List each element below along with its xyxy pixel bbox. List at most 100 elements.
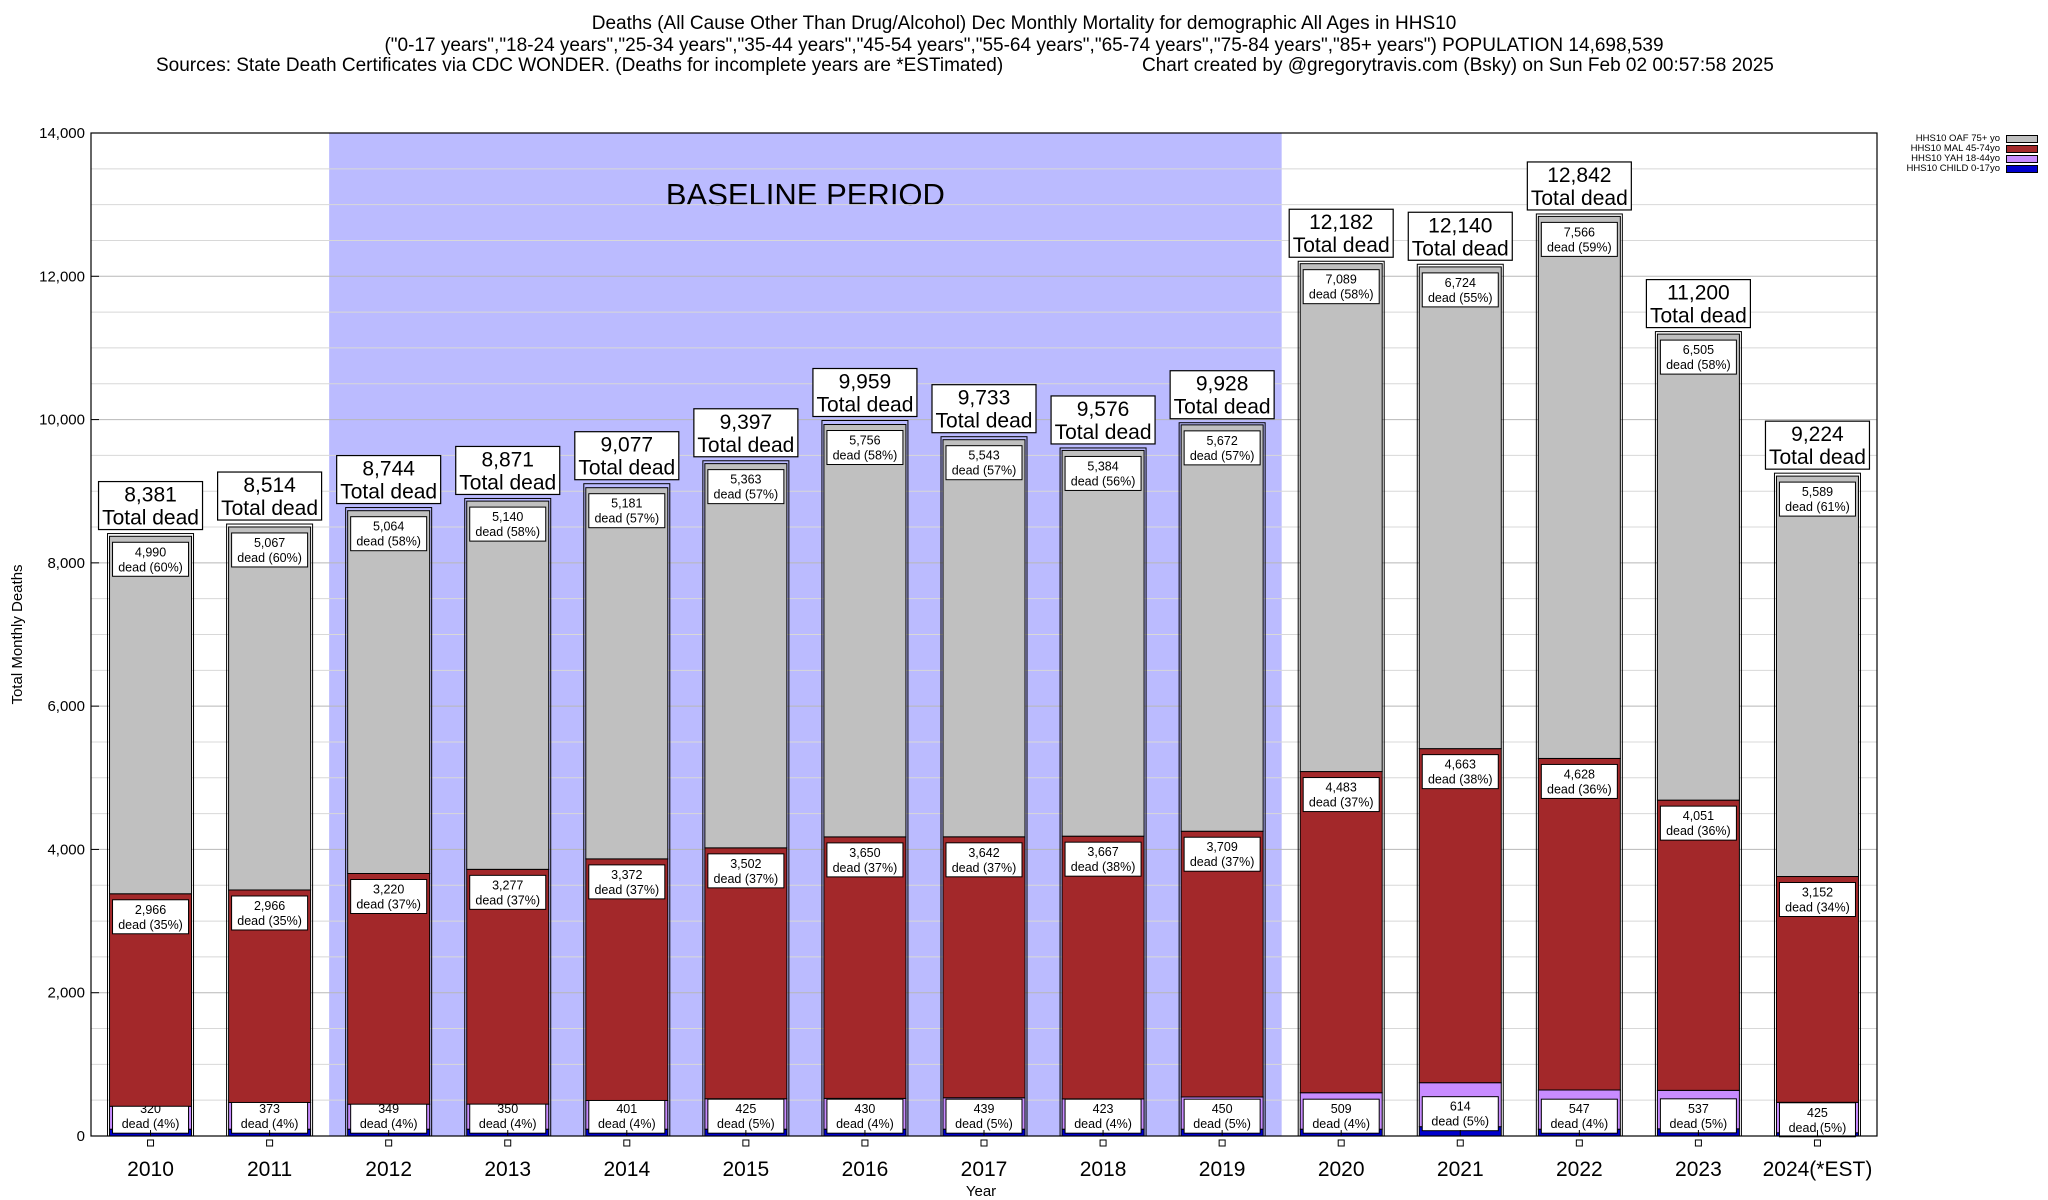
bar-segment: [1537, 215, 1621, 759]
legend-label: HHS10 CHILD 0-17yo: [1906, 163, 2000, 174]
segment-percent-label: dead (57%): [1190, 449, 1255, 463]
segment-label-box: [1778, 882, 1856, 918]
segment-label-box: [945, 842, 1023, 878]
total-suffix-label: Total dead: [578, 457, 675, 480]
x-tick-label: 2018: [1080, 1158, 1127, 1181]
x-tick-label: 2017: [961, 1158, 1008, 1181]
total-label-box: [812, 367, 918, 418]
segment-percent-label: dead (37%): [1190, 855, 1255, 869]
segment-percent-label: dead (60%): [237, 551, 302, 565]
segment-percent-label: dead (4%): [1074, 1117, 1132, 1131]
segment-label-box: [350, 516, 428, 552]
segment-label-box: [1302, 777, 1380, 813]
total-value-label: 9,224: [1791, 423, 1844, 446]
bar-marker: [1099, 1139, 1107, 1147]
segment-percent-label: dead (34%): [1785, 901, 1850, 915]
total-suffix-label: Total dead: [1531, 187, 1628, 210]
total-label-box: [574, 431, 680, 481]
segment-value-label: 5,543: [968, 449, 999, 463]
total-value-label: 12,140: [1428, 214, 1492, 237]
bar-segment: [1180, 830, 1264, 1098]
total-label-box: [1288, 208, 1394, 258]
segment-value-label: 3,152: [1802, 886, 1833, 900]
bar-segment: [466, 500, 550, 870]
bar-segment: [942, 836, 1026, 1099]
bar-segment: [109, 535, 193, 895]
segment-percent-label: dead (5%): [1670, 1117, 1728, 1131]
bar-marker: [1694, 1139, 1702, 1147]
segment-percent-label: dead (58%): [1309, 288, 1374, 302]
x-tick-label: 2011: [247, 1158, 292, 1181]
legend-item: HHS10 YAH 18-44yo: [1880, 153, 2038, 164]
segment-value-label: 450: [1212, 1102, 1233, 1116]
segment-percent-label: dead (5%): [1193, 1117, 1251, 1131]
segment-label-box: [1659, 1098, 1737, 1134]
segment-percent-label: dead (37%): [594, 883, 659, 897]
segment-value-label: 509: [1331, 1102, 1352, 1116]
total-value-label: 8,381: [124, 484, 177, 507]
bar-segment: [823, 424, 907, 838]
segment-percent-label: dead (4%): [1550, 1117, 1608, 1131]
segment-value-label: 425: [1807, 1106, 1828, 1120]
segment-percent-label: dead (61%): [1785, 500, 1850, 514]
total-label-box: [1645, 279, 1752, 329]
segment-percent-label: dead (4%): [122, 1117, 180, 1131]
total-label-box: [455, 445, 561, 496]
y-axis-label: Total Monthly Deaths: [9, 564, 26, 704]
segment-percent-label: dead (60%): [118, 560, 183, 574]
segment-value-label: 5,181: [611, 497, 642, 511]
bar-marker: [980, 1139, 988, 1147]
bar-segment: [1775, 475, 1859, 878]
segment-label-box: [231, 1098, 309, 1134]
segment-percent-label: dead (58%): [475, 525, 540, 539]
segment-label-box: [707, 853, 785, 889]
segment-value-label: 3,372: [611, 868, 642, 882]
x-tick-label: 2022: [1556, 1158, 1603, 1181]
segment-value-label: 439: [974, 1102, 995, 1116]
segment-label-box: [231, 532, 309, 568]
total-suffix-label: Total dead: [816, 394, 913, 417]
segment-percent-label: dead (4%): [836, 1117, 894, 1131]
segment-label-box: [1064, 1098, 1142, 1134]
x-axis-label: Year: [966, 1183, 996, 1200]
segment-value-label: 4,628: [1564, 767, 1595, 781]
legend-item: HHS10 CHILD 0-17yo: [1880, 163, 2038, 174]
segment-value-label: 5,064: [373, 520, 404, 534]
segment-value-label: 5,067: [254, 536, 285, 550]
segment-value-label: 5,589: [1802, 485, 1833, 499]
segment-value-label: 3,277: [492, 878, 523, 892]
legend-swatch: [2006, 155, 2038, 163]
segment-percent-label: dead (36%): [1547, 782, 1612, 796]
total-suffix-label: Total dead: [936, 410, 1033, 433]
bar-marker: [385, 1139, 393, 1147]
bar-marker: [742, 1139, 750, 1147]
segment-percent-label: dead (58%): [833, 449, 898, 463]
bar-segment: [1299, 771, 1383, 1094]
segment-percent-label: dead (36%): [1666, 824, 1731, 838]
segment-value-label: 3,220: [373, 883, 404, 897]
segment-label-box: [469, 506, 547, 542]
total-value-label: 8,744: [362, 458, 415, 481]
segment-value-label: 5,756: [849, 434, 880, 448]
bar-marker: [147, 1139, 155, 1147]
total-suffix-label: Total dead: [1769, 446, 1866, 469]
segment-value-label: 373: [259, 1102, 280, 1116]
segment-label-box: [1421, 754, 1499, 790]
segment-value-label: 401: [616, 1102, 637, 1116]
x-tick-label: 2012: [365, 1158, 412, 1181]
bar-segment: [228, 526, 312, 891]
segment-label-box: [1540, 763, 1618, 799]
segment-value-label: 2,966: [135, 903, 166, 917]
total-value-label: 12,182: [1309, 211, 1373, 234]
segment-value-label: 3,642: [968, 846, 999, 860]
legend-swatch: [2006, 145, 2038, 153]
segment-label-box: [112, 899, 190, 935]
segment-label-box: [588, 493, 666, 529]
segment-label-box: [1778, 481, 1856, 517]
segment-percent-label: dead (4%): [241, 1117, 299, 1131]
bar-segment: [704, 463, 788, 849]
bar-segment: [347, 510, 431, 875]
segment-label-box: [588, 864, 666, 900]
segment-label-box: [1421, 1096, 1499, 1132]
segment-percent-label: dead (5%): [717, 1117, 775, 1131]
